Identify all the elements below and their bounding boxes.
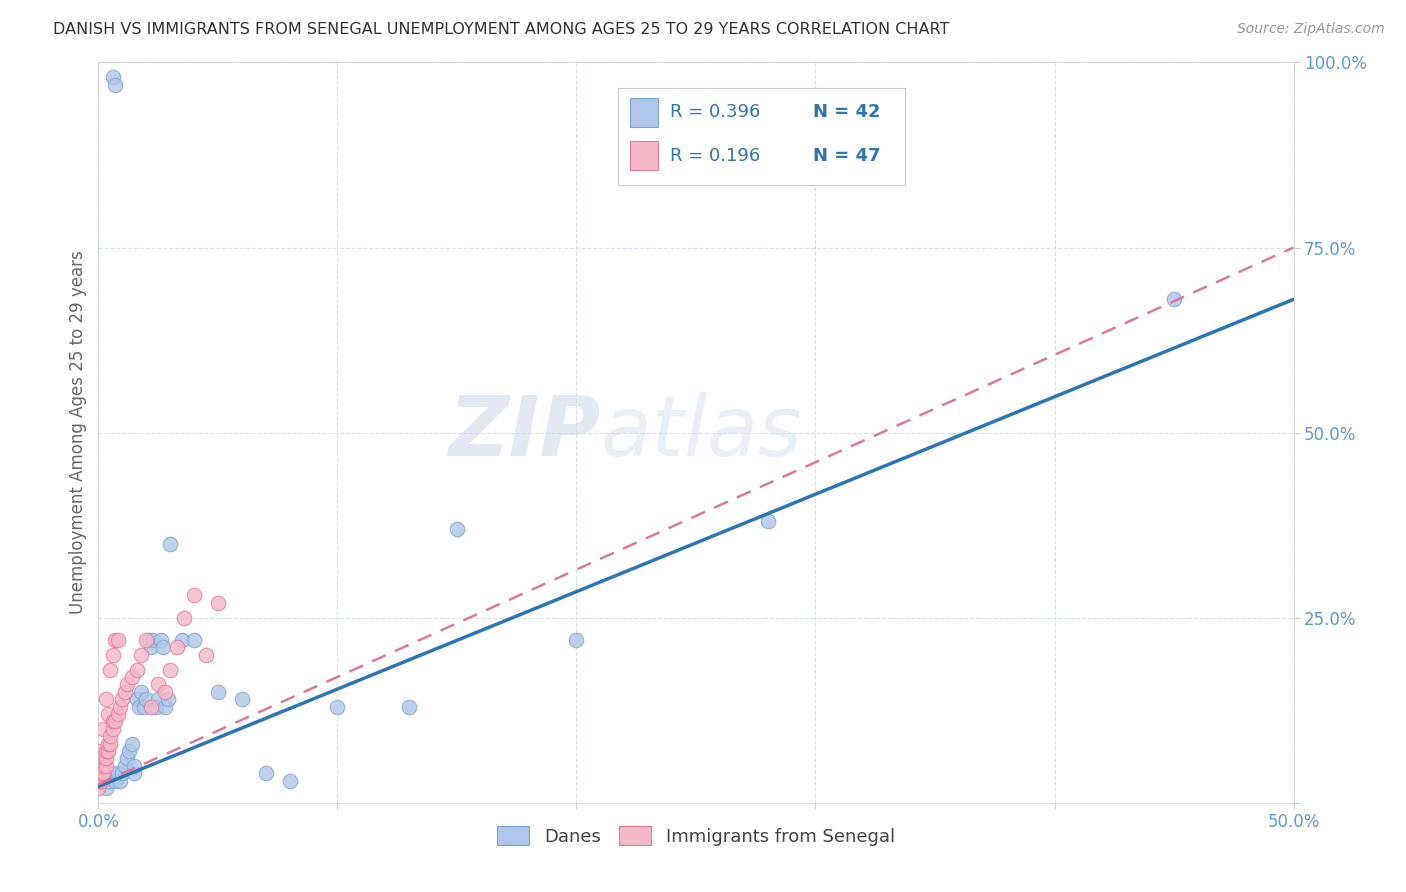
Point (125, 692, 148, 706)
Point (183, 589, 205, 603)
Point (155, 699, 177, 714)
Text: DANISH VS IMMIGRANTS FROM SENEGAL UNEMPLOYMENT AMONG AGES 25 TO 29 YEARS CORRELA: DANISH VS IMMIGRANTS FROM SENEGAL UNEMPL… (53, 22, 950, 37)
Point (98, 766, 122, 780)
Point (97, 744, 120, 758)
Point (148, 677, 170, 691)
Point (111, 766, 134, 780)
Point (135, 692, 157, 706)
Point (159, 663, 181, 677)
Point (114, 685, 136, 699)
Point (101, 714, 124, 729)
Point (104, 714, 127, 729)
Point (254, 766, 277, 780)
Point (94, 751, 117, 765)
Point (128, 699, 150, 714)
Point (207, 685, 229, 699)
Point (104, 632, 127, 647)
Point (121, 737, 143, 751)
Point (132, 699, 155, 714)
Point (97, 737, 120, 751)
Point (1163, 293, 1185, 307)
Point (98, 737, 122, 751)
Point (159, 536, 181, 550)
Point (115, 677, 138, 691)
Point (231, 692, 253, 706)
Point (115, 751, 138, 765)
Point (148, 692, 170, 706)
Point (124, 758, 146, 772)
Point (90, 744, 112, 758)
Point (398, 699, 420, 714)
Point (107, 706, 129, 721)
Point (108, 773, 131, 788)
Point (94, 692, 117, 706)
Point (104, 773, 127, 788)
Point (118, 744, 141, 758)
Point (87, 758, 110, 772)
Point (101, 70, 124, 85)
Point (91, 758, 114, 772)
Point (135, 632, 157, 647)
Y-axis label: Unemployment Among Ages 25 to 29 years: Unemployment Among Ages 25 to 29 years (69, 251, 87, 615)
Point (173, 610, 195, 624)
Point (90, 758, 112, 772)
Point (166, 640, 188, 655)
Point (101, 722, 124, 736)
Point (87, 773, 110, 788)
Point (152, 640, 174, 655)
Point (98, 663, 122, 677)
Point (107, 766, 129, 780)
Point (125, 663, 148, 677)
Point (142, 632, 165, 647)
Point (138, 632, 160, 647)
Point (87, 780, 110, 795)
Text: atlas: atlas (600, 392, 801, 473)
Point (565, 632, 588, 647)
Point (207, 596, 229, 610)
Point (91, 751, 114, 765)
Text: ZIP: ZIP (447, 392, 600, 473)
Point (87, 766, 110, 780)
Point (172, 632, 194, 647)
Point (114, 758, 136, 772)
Point (107, 632, 129, 647)
Point (111, 692, 134, 706)
Point (108, 699, 131, 714)
Text: Source: ZipAtlas.com: Source: ZipAtlas.com (1237, 22, 1385, 37)
Point (326, 699, 349, 714)
Point (139, 640, 162, 655)
Point (139, 699, 162, 714)
Point (278, 773, 301, 788)
Point (104, 78, 127, 92)
Point (156, 692, 179, 706)
Point (91, 722, 114, 736)
Point (756, 515, 779, 529)
Point (145, 699, 167, 714)
Point (183, 632, 205, 647)
Point (131, 648, 153, 662)
Point (94, 780, 117, 795)
Point (155, 685, 177, 699)
Point (124, 766, 146, 780)
Point (90, 766, 112, 780)
Point (131, 685, 153, 699)
Point (98, 729, 122, 743)
Point (195, 648, 218, 662)
Point (97, 706, 120, 721)
Legend: Danes, Immigrants from Senegal: Danes, Immigrants from Senegal (489, 819, 903, 853)
Point (101, 648, 124, 662)
Point (149, 632, 172, 647)
Point (446, 522, 468, 536)
Point (90, 751, 112, 765)
Point (97, 773, 120, 788)
Point (94, 758, 117, 772)
Point (90, 773, 112, 788)
Point (94, 744, 117, 758)
Point (121, 670, 143, 684)
Point (91, 766, 114, 780)
